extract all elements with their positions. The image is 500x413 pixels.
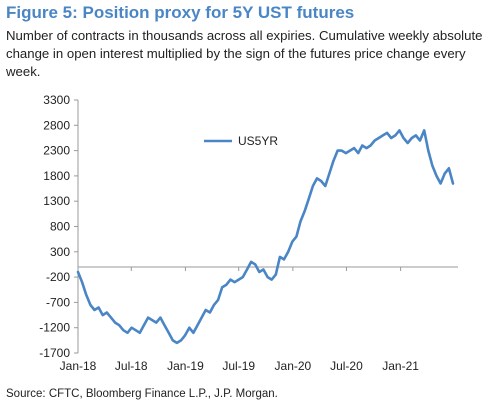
y-tick-label: 2300 — [43, 144, 70, 158]
y-tick-label: 2800 — [43, 118, 70, 132]
x-tick-label: Jan-21 — [382, 359, 419, 373]
chart-series — [76, 129, 455, 345]
y-tick-label: 1300 — [43, 194, 70, 208]
series-line-us5yr — [76, 129, 455, 345]
y-tick-label: -700 — [46, 295, 70, 309]
x-tick-label: Jan-20 — [275, 359, 312, 373]
x-tick-label: Jan-19 — [167, 359, 204, 373]
y-tick-label: -200 — [46, 270, 70, 284]
chart-legend: US5YR — [204, 134, 278, 148]
source-note: Source: CFTC, Bloomberg Finance L.P., J.… — [6, 388, 278, 400]
y-tick-label: 800 — [50, 220, 70, 234]
y-tick-label: 300 — [50, 245, 70, 259]
y-tick-label: -1200 — [39, 321, 70, 335]
chart-axes: -1700 -1200 -700 -200 300 800 1300 1800 2300 2800… — [39, 93, 458, 373]
legend-label: US5YR — [238, 134, 278, 148]
x-tick-label: Jul-20 — [330, 359, 363, 373]
x-tick-label: Jul-18 — [115, 359, 148, 373]
y-tick-label: 3300 — [43, 93, 70, 107]
x-tick-label: Jul-19 — [222, 359, 255, 373]
y-tick-label: -1700 — [39, 346, 70, 360]
x-tick-label: Jan-18 — [60, 359, 97, 373]
figure-subtitle: Number of contracts in thousands across … — [6, 28, 483, 79]
y-tick-label: 1800 — [43, 169, 70, 183]
figure-title: Figure 5: Position proxy for 5Y UST futu… — [6, 3, 355, 22]
